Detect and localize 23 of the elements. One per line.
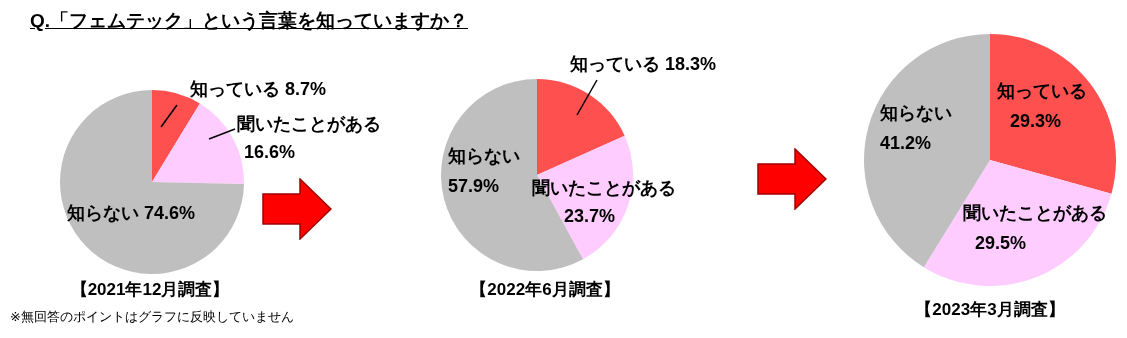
slice-label: 聞いたことがある: [237, 114, 381, 134]
text: 【2022年6月調査】: [469, 279, 621, 301]
slice-label: 知らない: [879, 103, 952, 123]
text: ※無回答のポイントはグラフに反映していません: [10, 308, 294, 326]
slice-label: 知っている 8.7%: [189, 79, 327, 99]
pie-slice: [923, 160, 1112, 286]
slice-label: 知っている: [996, 81, 1087, 101]
slice-label: 聞いたことがある: [963, 203, 1107, 223]
slice-label: 知らない: [447, 146, 520, 166]
data-label: 29.5%: [975, 233, 1027, 253]
data-label: 29.3%: [1010, 111, 1062, 131]
pie-slice: [537, 79, 625, 175]
text: 【2023年3月調査】: [914, 299, 1066, 321]
data-label: 23.7%: [564, 206, 616, 226]
chart-title: Q.「フェムテック」という言葉を知っていますか？: [30, 9, 469, 33]
data-label: 57.9%: [448, 176, 500, 196]
text: 【2021年12月調査】: [69, 279, 231, 301]
slice-label: 聞いたことがある: [532, 178, 676, 198]
slice-label: 知っている 18.3%: [569, 54, 717, 74]
slice-label: 知らない 74.6%: [66, 203, 196, 223]
data-label: 41.2%: [880, 133, 932, 153]
pie-slice: [990, 34, 1116, 194]
data-label: 16.6%: [244, 142, 296, 162]
